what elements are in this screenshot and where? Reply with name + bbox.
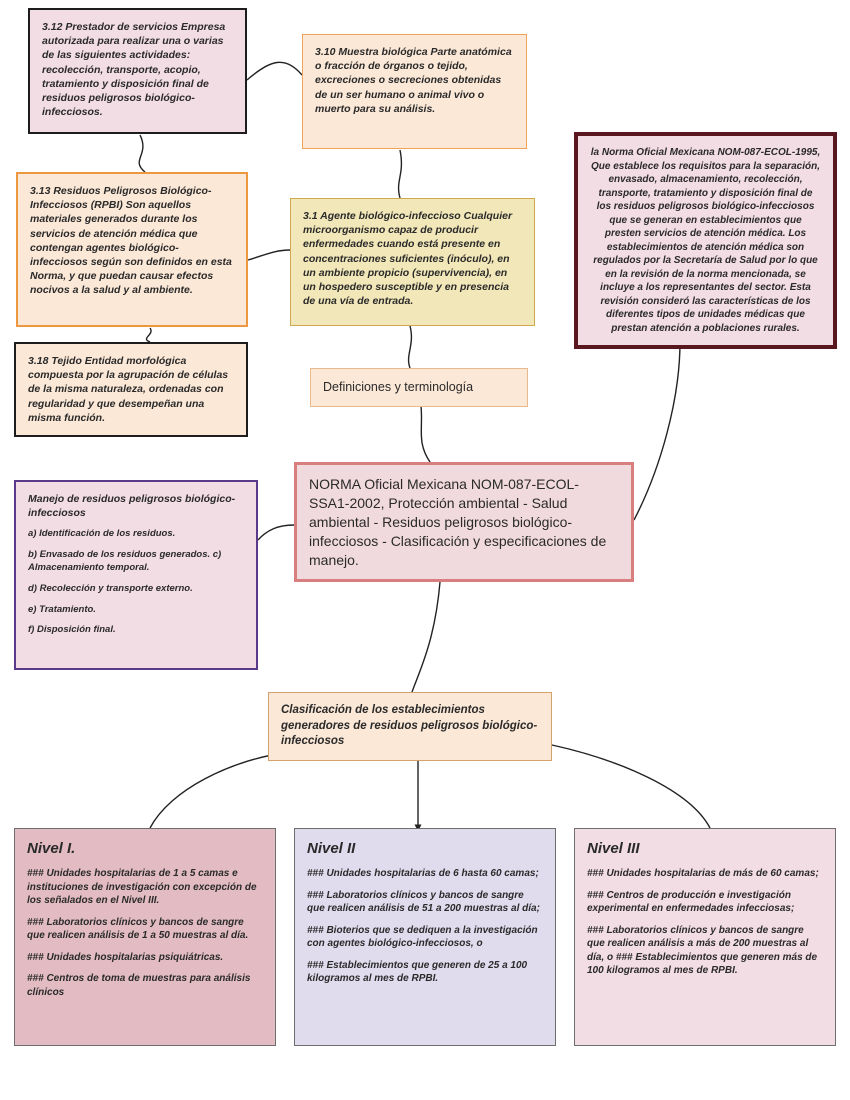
edge: [420, 398, 430, 462]
node-n31: 3.1 Agente biológico-infeccioso Cualquie…: [290, 198, 535, 326]
node-nivel1: Nivel I. ### Unidades hospitalarias de 1 …: [14, 828, 276, 1046]
node-def: Definiciones y terminología: [310, 368, 528, 407]
node-line: f) Disposición final.: [28, 624, 244, 637]
node-line: ### Unidades hospitalarias de 6 hasta 60…: [307, 867, 543, 881]
node-manejo: Manejo de residuos peligrosos biológico-…: [14, 480, 258, 670]
node-line: ### Unidades hospitalarias de más de 60 …: [587, 867, 823, 881]
node-n318: 3.18 Tejido Entidad morfológica compuest…: [14, 342, 248, 437]
node-line: ### Unidades hospitalarias psiquiátricas…: [27, 951, 263, 965]
node-title: Nivel II: [307, 839, 543, 859]
node-norma1995: la Norma Oficial Mexicana NOM-087-ECOL-1…: [574, 132, 837, 349]
node-line: ### Unidades hospitalarias de 1 a 5 cama…: [27, 867, 263, 908]
node-n312: 3.12 Prestador de servicios Empresa auto…: [28, 8, 247, 134]
edge: [412, 582, 440, 692]
node-line: d) Recolección y transporte externo.: [28, 583, 244, 596]
edge: [247, 62, 302, 80]
node-title: Nivel III: [587, 839, 823, 859]
node-title: Nivel I.: [27, 839, 263, 859]
node-line: b) Envasado de los residuos generados. c…: [28, 549, 244, 575]
edge: [399, 150, 402, 198]
edge: [146, 328, 151, 342]
edge: [409, 326, 412, 368]
node-n310: 3.10 Muestra biológica Parte anatómica o…: [302, 34, 527, 149]
node-nivel2: Nivel II ### Unidades hospitalarias de 6 …: [294, 828, 556, 1046]
node-nivel3: Nivel III ### Unidades hospitalarias de m…: [574, 828, 836, 1046]
node-line: ### Bioterios que se dediquen a la inves…: [307, 924, 543, 951]
edge: [139, 135, 145, 172]
node-line: ### Centros de producción e investigació…: [587, 889, 823, 916]
node-title: Manejo de residuos peligrosos biológico-…: [28, 492, 244, 520]
node-line: ### Laboratorios clínicos y bancos de sa…: [307, 889, 543, 916]
node-central: NORMA Oficial Mexicana NOM-087-ECOL-SSA1…: [294, 462, 634, 582]
node-line: ### Establecimientos que generen de 25 a…: [307, 959, 543, 986]
node-n313: 3.13 Residuos Peligrosos Biológico-Infec…: [16, 172, 248, 327]
node-line: a) Identificación de los residuos.: [28, 528, 244, 541]
edge: [258, 525, 294, 540]
node-line: e) Tratamiento.: [28, 604, 244, 617]
edge: [248, 250, 290, 260]
edge: [634, 342, 680, 520]
edge: [150, 752, 290, 828]
node-line: ### Centros de toma de muestras para aná…: [27, 972, 263, 999]
node-line: ### Laboratorios clínicos y bancos de sa…: [587, 924, 823, 978]
edge: [552, 745, 710, 828]
node-clasif: Clasificación de los establecimientos ge…: [268, 692, 552, 761]
node-line: ### Laboratorios clínicos y bancos de sa…: [27, 916, 263, 943]
